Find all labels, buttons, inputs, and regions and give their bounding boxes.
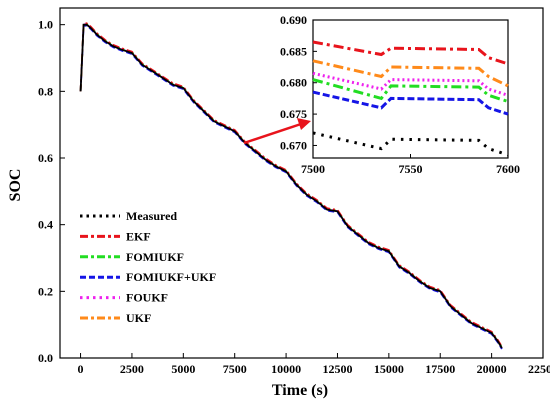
arrow-head [297,118,311,130]
legend-label: FOMIUKF [126,250,184,264]
inset-x-tick-label: 7500 [301,162,325,176]
y-tick-label: 0.6 [38,151,53,165]
x-axis-title: Time (s) [272,382,328,399]
inset-y-tick-label: 0.670 [280,138,307,152]
inset-line-ekf [312,40,509,66]
legend-label: FOMIUKF+UKF [126,270,216,284]
x-tick-label: 2500 [120,362,144,376]
series-line-measured [79,23,503,349]
series-line-fomiukf-ukf [79,24,503,350]
inset-y-tick-label: 0.690 [280,13,307,27]
zoom-arrow [243,118,311,145]
arrow-shaft [243,122,302,145]
x-tick-label: 10000 [271,362,301,376]
inset-line-fomiukf [312,78,509,103]
y-tick-label: 0.8 [38,84,53,98]
inset-line-measured [312,131,509,157]
y-axis-title: SOC [7,169,24,202]
inset-x-tick-label: 7550 [399,162,423,176]
x-tick-label: 15000 [374,362,404,376]
y-tick-label: 0.4 [38,218,53,232]
legend: Measured EKF FOMIUKF FOMIUKF+UKF FOUKF UKF [80,209,216,325]
inset-x-tick-label: 7600 [496,162,520,176]
inset-y-tick-label: 0.675 [280,107,307,121]
inset-frame [312,19,509,159]
legend-label: UKF [126,311,151,325]
x-tick-label: 20000 [477,362,507,376]
main-plot-area: 0 2500 5000 7500 10000 12500 15000 17500 20000 22… [38,7,550,376]
y-tick-label: 0.2 [38,284,53,298]
inset-y-tick-label: 0.685 [280,44,307,58]
y-tick-label: 0.0 [38,351,53,365]
x-tick-label: 0 [78,362,84,376]
inset-plot: 7500 7550 7600 0.670 0.675 0.680 0.685 0.690 [280,13,520,176]
inset-line-ukf [312,59,509,88]
legend-label: EKF [126,229,151,243]
legend-label: Measured [126,209,177,223]
series-line-ekf [79,22,503,348]
x-tick-label: 7500 [223,362,247,376]
y-tick-label: 1.0 [38,18,53,32]
x-tick-label: 5000 [171,362,195,376]
inset-y-tick-label: 0.680 [280,76,307,90]
plot-frame [59,7,544,359]
x-tick-label: 17500 [425,362,455,376]
x-tick-label: 12500 [322,362,352,376]
legend-label: FOUKF [126,291,168,305]
